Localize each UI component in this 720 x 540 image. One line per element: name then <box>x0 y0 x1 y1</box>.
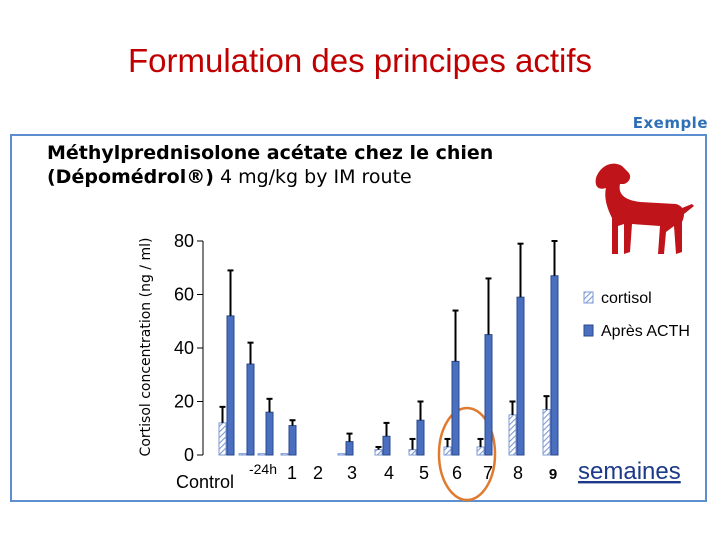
legend-swatch-acth <box>583 324 594 337</box>
legend-swatch-cortisol <box>583 291 594 304</box>
y-tick-label: 80 <box>174 231 194 251</box>
cortisol-bar <box>238 453 247 456</box>
acth-bar <box>451 360 460 456</box>
acth-bar <box>345 441 354 456</box>
x-tick-label: 8 <box>513 463 523 483</box>
acth-bar <box>416 419 425 456</box>
subtitle-drug-name: (Dépomédrol®) <box>47 166 214 188</box>
x-tick-label: 6 <box>452 463 462 483</box>
x-axis-label: semaines <box>578 458 681 485</box>
y-tick-label: 0 <box>184 445 194 465</box>
x-tick-label: 1 <box>287 463 297 483</box>
x-tick-label: 7 <box>483 463 493 483</box>
y-tick-label: 20 <box>174 392 194 412</box>
y-tick-label: 40 <box>174 338 194 358</box>
x-tick-label: -24h <box>249 461 277 477</box>
legend-label-cortisol: cortisol <box>601 290 652 307</box>
chart-subtitle: Méthylprednisolone acétate chez le chien… <box>47 141 493 189</box>
acth-bar <box>265 411 274 456</box>
x-tick-label: 2 <box>313 463 323 483</box>
subtitle-line-1: Méthylprednisolone acétate chez le chien <box>47 142 494 164</box>
chart-panel <box>10 134 707 502</box>
dog-icon <box>595 163 694 254</box>
acth-bar <box>550 275 559 456</box>
example-tag: Exemple <box>632 114 708 132</box>
legend-label-acth: Après ACTH <box>601 323 690 340</box>
x-tick-label: 9 <box>549 466 557 483</box>
x-tick-label: 3 <box>347 463 357 483</box>
highlight-circle <box>437 406 497 502</box>
cortisol-bar <box>218 422 227 456</box>
cortisol-bar <box>337 453 346 456</box>
cortisol-bar <box>508 414 517 456</box>
acth-bar <box>288 425 297 456</box>
acth-bar <box>484 334 493 456</box>
y-tick-label: 60 <box>174 285 194 305</box>
x-tick-label: Control <box>176 472 234 492</box>
y-axis-label: Cortisol concentration (ng / ml) <box>138 238 154 457</box>
cortisol-bar <box>280 453 289 456</box>
subtitle-line-2: (Dépomédrol®) 4 mg/kg by IM route <box>47 165 493 189</box>
cortisol-bar <box>257 453 266 456</box>
acth-bar <box>246 363 255 456</box>
cortisol-bar <box>476 446 485 456</box>
cortisol-bar <box>542 409 551 456</box>
acth-bar <box>516 296 525 456</box>
cortisol-bar <box>408 449 417 456</box>
cortisol-bar <box>443 446 452 456</box>
acth-bar <box>226 315 235 456</box>
x-tick-label: 4 <box>384 463 394 483</box>
slide-title: Formulation des principes actifs <box>127 42 593 79</box>
cortisol-bar <box>374 449 383 456</box>
x-tick-label: 5 <box>419 463 429 483</box>
subtitle-dose: 4 mg/kg by IM route <box>213 166 412 188</box>
acth-bar <box>382 435 391 456</box>
